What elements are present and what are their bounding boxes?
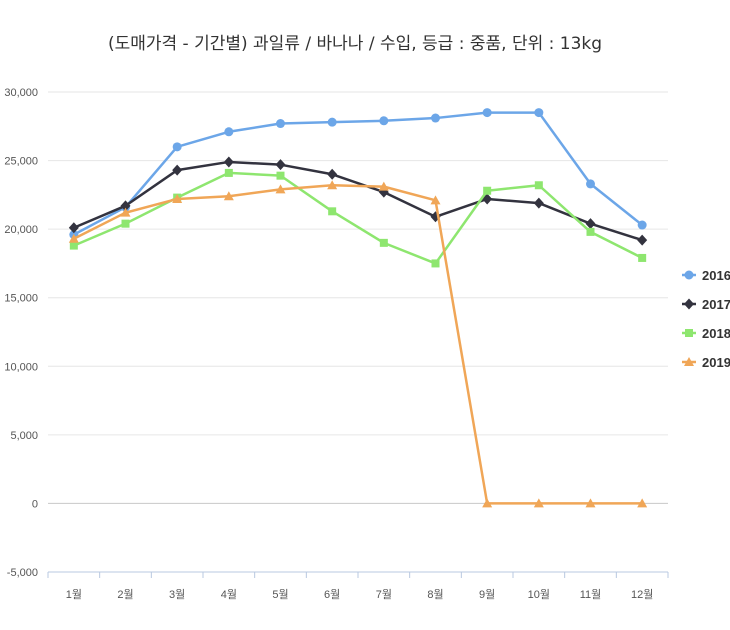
x-tick-label: 6월 [324,588,340,601]
x-tick-label: 7월 [376,588,392,601]
series-group [68,108,648,508]
data-point [223,156,234,168]
data-point [69,241,78,250]
legend-marker [684,298,694,310]
data-point [275,184,286,194]
y-tick-label: 10,000 [4,361,38,373]
series-line [73,184,643,505]
data-point [482,498,493,508]
data-point [223,191,234,201]
data-point [120,200,131,212]
data-point [276,171,285,180]
legend-label: 2019 [702,355,730,370]
data-point [637,234,648,246]
data-point [638,253,647,262]
data-point [534,108,544,118]
data-point [68,233,79,243]
legend-marker [685,329,693,337]
data-point [172,164,183,176]
data-point [121,219,130,228]
data-point [378,181,389,191]
x-tick-label: 5월 [272,588,288,601]
legend-label: 2016 [702,268,730,283]
data-point [327,117,337,127]
data-point [431,259,440,268]
data-point [172,193,183,203]
data-point [585,218,596,230]
data-point [328,207,337,216]
x-tick-label: 9월 [479,588,495,601]
legend-label: 2018 [702,326,730,341]
y-tick-label: -5,000 [7,567,38,579]
data-point [172,142,182,152]
legend: 2016 2017 2018 2019 [682,268,730,370]
series-line [73,160,643,242]
data-point [430,195,441,205]
data-point [276,119,285,129]
data-point [327,180,338,190]
data-point [637,220,647,230]
y-tick-label: 15,000 [4,293,38,305]
data-point [431,113,440,123]
data-point [482,108,492,118]
data-point [224,168,233,177]
data-point [120,207,131,217]
x-tick-label: 3월 [169,588,185,601]
series-line [73,111,643,236]
data-point [275,159,286,171]
y-axis: -5,000 0 5,000 10,000 15,000 20,000 25,000 30,0… [4,87,38,579]
x-tick-label: 4월 [221,588,237,601]
y-tick-label: 0 [32,498,38,510]
data-point [533,498,544,508]
x-tick-label: 12월 [631,588,653,601]
legend-label: 2017 [702,297,730,312]
data-point [379,116,389,126]
series-2016 [69,108,647,240]
gridlines [48,91,668,573]
data-point [224,127,234,137]
data-point [533,197,544,209]
x-tick-label: 1월 [66,588,82,601]
y-tick-label: 25,000 [4,156,38,168]
y-tick-label: 5,000 [10,430,38,442]
y-tick-label: 20,000 [4,224,38,236]
legend-marker [684,357,694,366]
series-2019 [68,180,648,508]
x-axis: 1월 2월 3월 4월 5월 6월 7월 8월 9월 10월 11월 12월 [47,571,669,601]
data-point [637,498,648,508]
data-point [586,179,595,189]
x-tick-label: 10월 [528,588,550,601]
data-point [379,238,388,247]
x-tick-label: 8월 [427,588,443,601]
legend-marker [684,270,694,280]
series-2017 [68,156,648,246]
data-point [534,181,543,190]
x-tick-label: 11월 [580,588,602,601]
data-point [586,227,595,236]
data-point [68,222,79,234]
x-tick-label: 2월 [117,588,133,601]
data-point [483,186,492,195]
chart-title: (도매가격 - 기간별) 과일류 / 바나나 / 수입, 등급 : 중품, 단위… [108,34,602,54]
data-point [585,498,596,508]
data-point [327,168,338,180]
y-tick-label: 30,000 [4,87,38,99]
